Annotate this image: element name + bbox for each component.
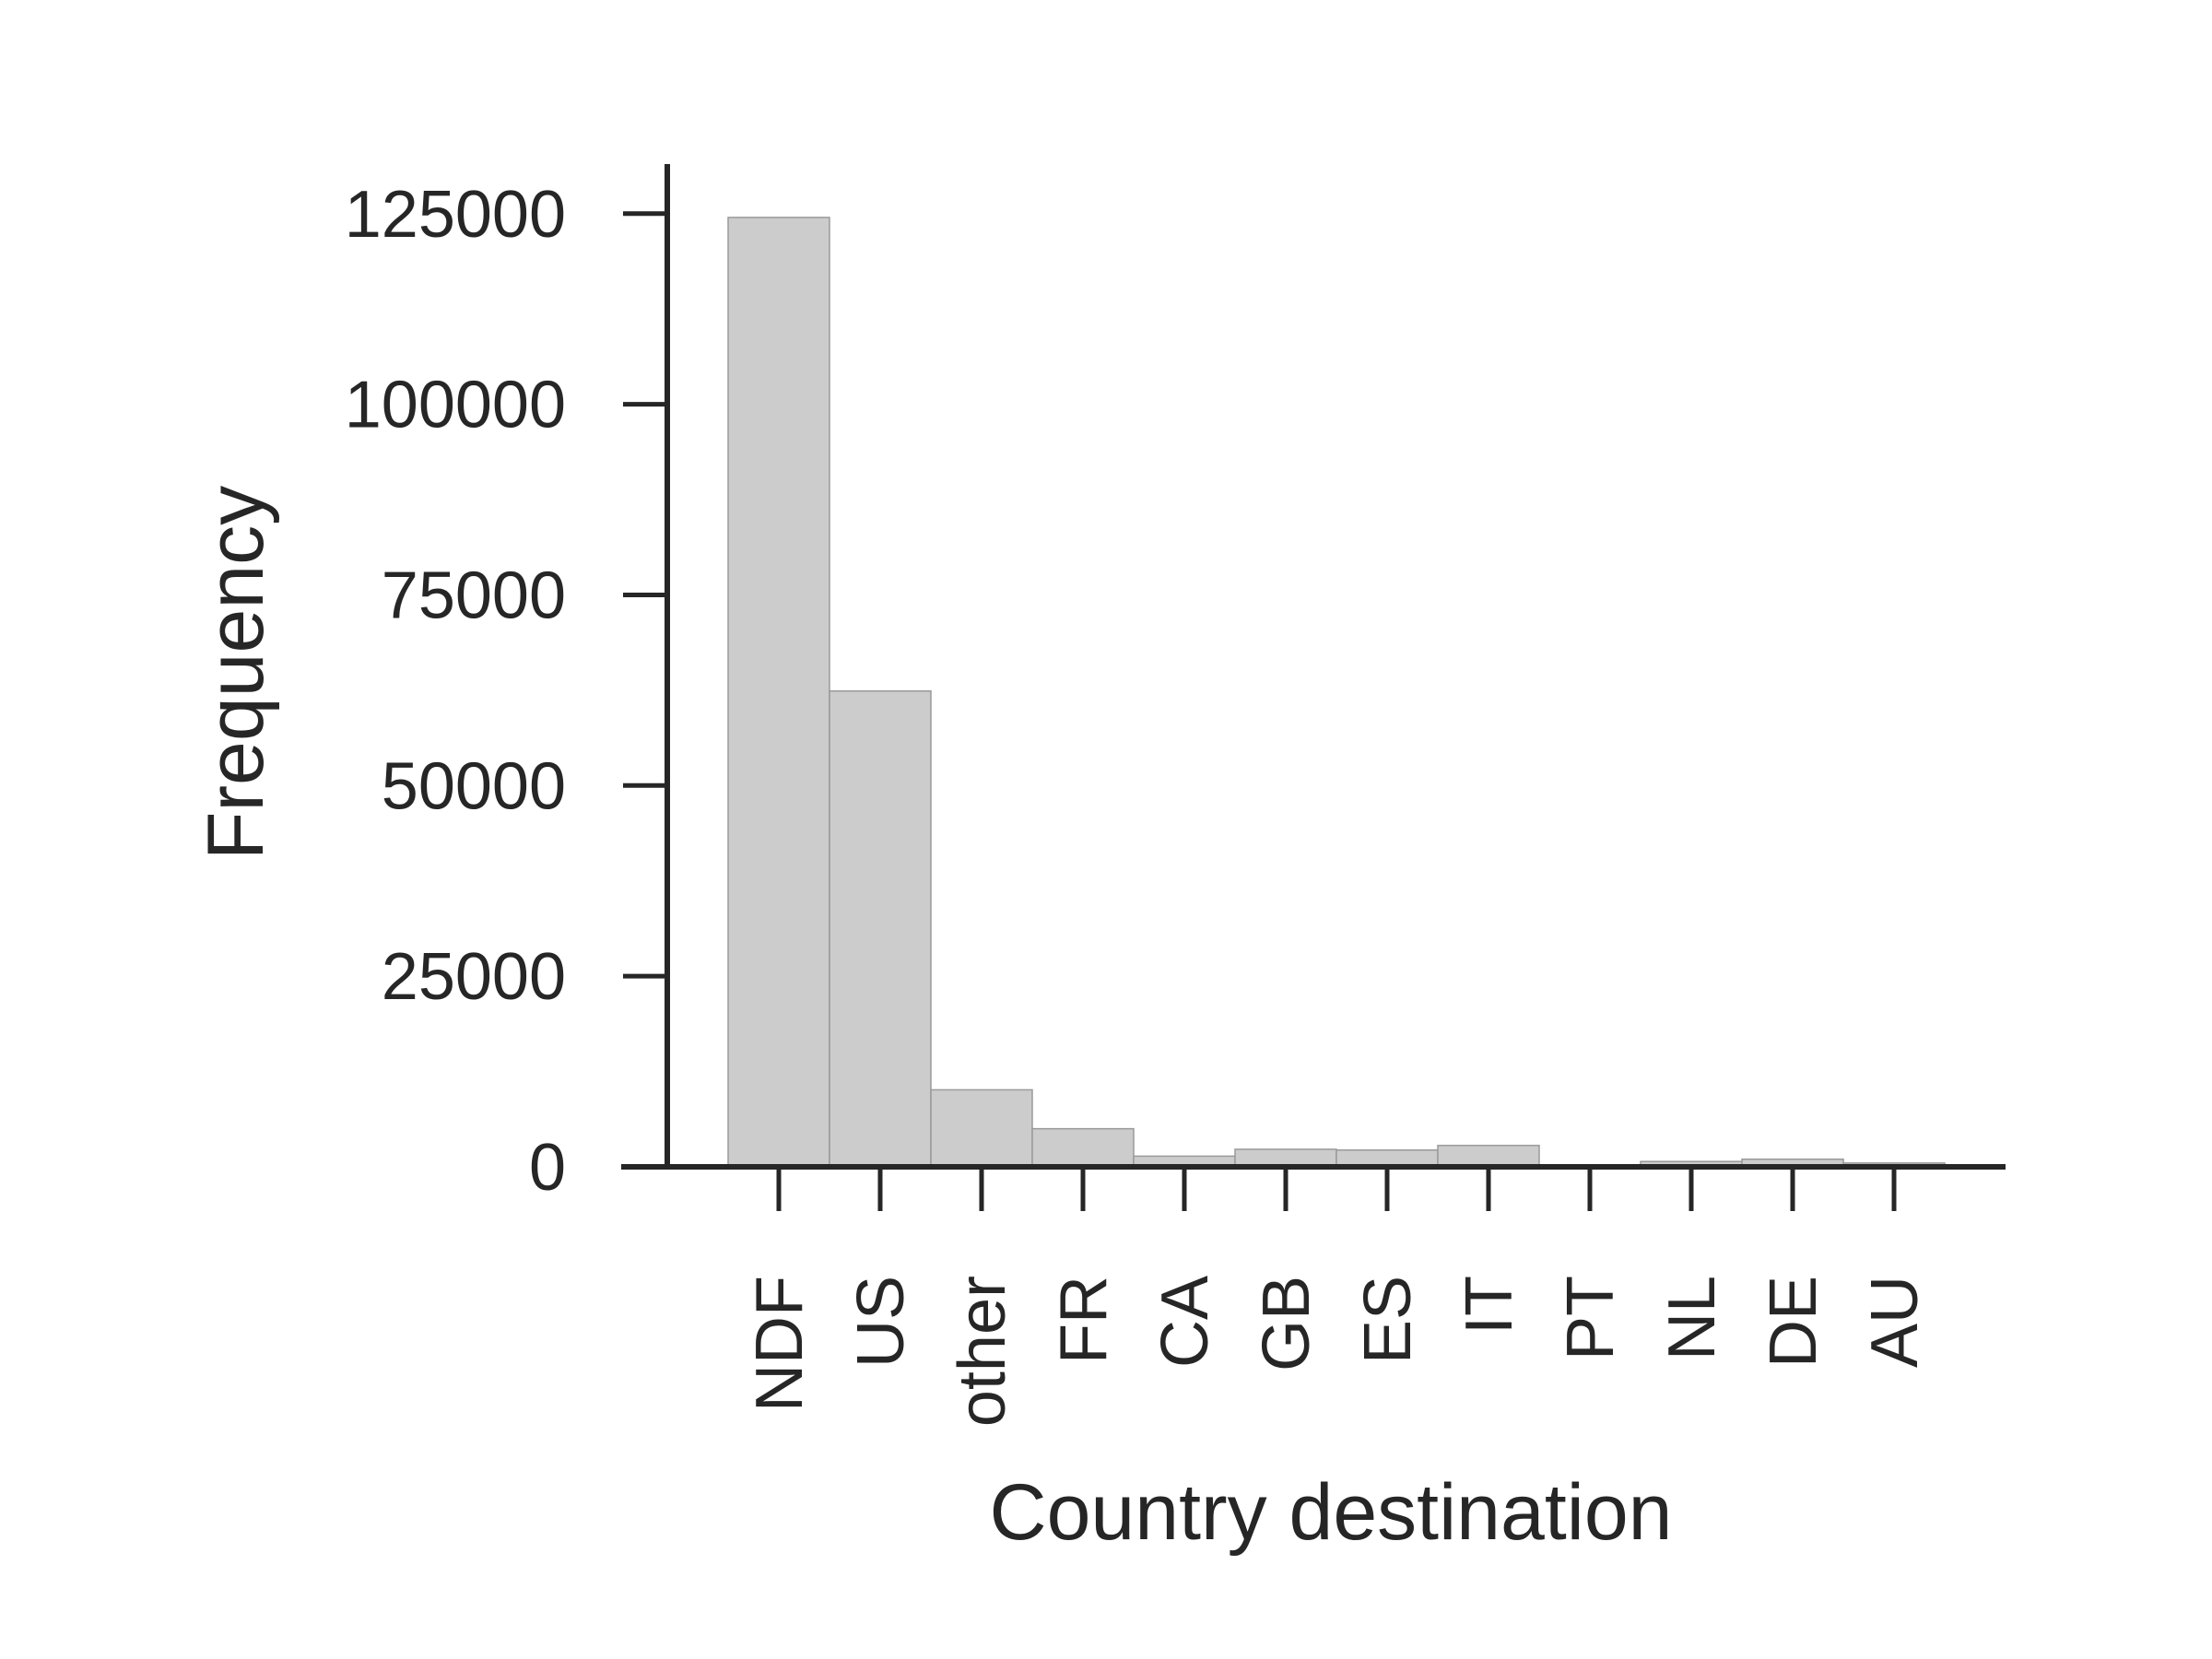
bar-fr — [1031, 1127, 1135, 1168]
x-tick-label: AU — [1858, 1276, 1932, 1368]
labels-layer: 0 25000 50000 75000 100000 125000 NDF US other FR… — [345, 178, 1932, 1427]
x-tick-label: PT — [1554, 1276, 1628, 1360]
x-tick-label: other — [946, 1276, 1019, 1427]
x-tick-label: CA — [1148, 1276, 1222, 1368]
y-tick-label: 50000 — [382, 749, 566, 823]
y-tick-label: 75000 — [382, 559, 566, 632]
x-tick-label: FR — [1047, 1276, 1121, 1364]
x-tick-label: DE — [1757, 1276, 1830, 1368]
y-tick-label: 125000 — [345, 178, 566, 252]
bars-layer — [727, 217, 1946, 1168]
y-tick-label: 25000 — [382, 940, 566, 1014]
x-tick-label: GB — [1250, 1276, 1324, 1371]
bar-other — [930, 1088, 1033, 1168]
y-tick-label: 100000 — [345, 369, 566, 442]
y-tick-label: 0 — [529, 1131, 566, 1205]
x-tick-label: US — [844, 1276, 918, 1368]
bar-it — [1437, 1145, 1540, 1168]
x-axis-title: Country destination — [990, 1468, 1673, 1557]
x-tick-label: IT — [1453, 1276, 1526, 1335]
x-tick-label: ES — [1351, 1276, 1425, 1364]
bar-ndf — [727, 217, 830, 1168]
x-tick-label: NDF — [743, 1276, 817, 1412]
x-tick-label: NL — [1655, 1276, 1729, 1360]
bar-us — [829, 689, 932, 1168]
axes-layer — [621, 164, 2006, 1211]
y-axis-title: Frequency — [192, 486, 280, 860]
